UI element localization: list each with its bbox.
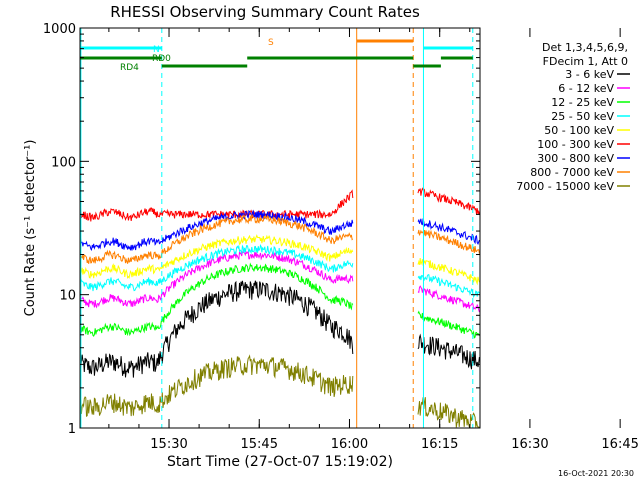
y-axis-label: Count Rate (s⁻¹ detector⁻¹) — [23, 140, 38, 317]
legend-header: FDecim 1, Att 0 — [543, 55, 628, 68]
series-line — [417, 274, 480, 299]
series-line — [417, 258, 480, 286]
y-tick-label: 10 — [59, 289, 76, 304]
legend-entry: 100 - 300 keV — [537, 138, 614, 151]
series-line — [79, 189, 354, 222]
series-line — [417, 310, 480, 339]
legend-entry: 12 - 25 keV — [551, 96, 614, 109]
x-tick-label: 16:00 — [331, 437, 368, 452]
y-tick-label: 100 — [51, 155, 76, 170]
legend-entry: 7000 - 15000 keV — [516, 180, 614, 193]
series-line — [417, 229, 480, 254]
flag-label: S — [268, 38, 274, 48]
series-line — [79, 262, 354, 337]
flag-label: RD4 — [120, 63, 139, 73]
flag-label: N — [153, 45, 160, 55]
legend-entry: 6 - 12 keV — [558, 82, 614, 95]
legend-entry: 800 - 7000 keV — [530, 166, 614, 179]
y-tick-label: 1000 — [43, 22, 76, 37]
x-tick-label: 16:45 — [601, 437, 638, 452]
series-line — [79, 244, 354, 292]
data-series — [79, 187, 480, 429]
series-line — [79, 280, 354, 378]
flag-label: RD0 — [152, 54, 171, 64]
series-line — [417, 187, 480, 215]
legend-header: Det 1,3,4,5,6,9, — [542, 41, 628, 54]
series-line — [79, 354, 354, 417]
series-line — [79, 234, 354, 279]
footer-date: 16-Oct-2021 20:30 — [558, 469, 634, 478]
series-line — [79, 250, 354, 309]
y-tick-label: 1 — [68, 422, 76, 437]
chart-title: RHESSI Observing Summary Count Rates — [110, 3, 420, 21]
x-tick-label: 16:15 — [421, 437, 458, 452]
plot-frame — [79, 27, 481, 429]
legend-entry: 25 - 50 keV — [551, 110, 614, 123]
series-line — [417, 397, 480, 429]
series-line — [417, 333, 480, 370]
legend: Det 1,3,4,5,6,9,FDecim 1, Att 03 - 6 keV… — [516, 41, 630, 193]
legend-entry: 3 - 6 keV — [565, 68, 614, 81]
series-line — [417, 285, 480, 313]
x-tick-label: 16:30 — [511, 437, 548, 452]
series-line — [79, 209, 354, 252]
legend-entry: 300 - 800 keV — [537, 152, 614, 165]
series-line — [79, 213, 354, 264]
axes: 1 10 100 1000 15:30 15:45 16:00 16:15 16:30 16:45 — [43, 22, 639, 452]
x-axis-label: Start Time (27-Oct-07 15:19:02) — [167, 454, 393, 470]
x-tick-label: 15:45 — [241, 437, 278, 452]
legend-entry: 50 - 100 keV — [544, 124, 614, 137]
x-tick-label: 15:30 — [150, 437, 187, 452]
series-line — [417, 218, 480, 246]
